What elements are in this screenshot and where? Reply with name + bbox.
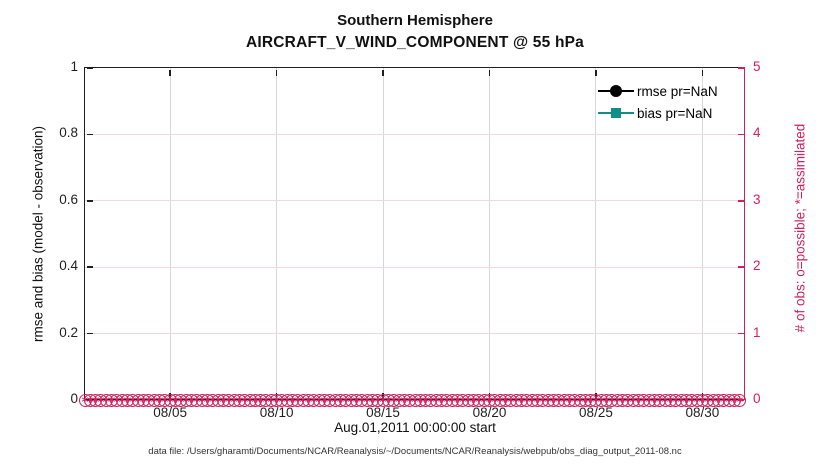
y-axis-tick-right [737, 133, 744, 136]
x-tick-label: 08/20 [472, 405, 507, 420]
gridline-horizontal [85, 200, 745, 202]
y-tick-label-right: 4 [753, 125, 761, 141]
plot-title-variable: AIRCRAFT_V_WIND_COMPONENT @ 55 hPa [246, 34, 584, 51]
y-tick-label-right: 1 [753, 324, 761, 340]
y-tick-label-left: 0.6 [59, 191, 78, 207]
y-tick-label-right: 3 [753, 191, 761, 207]
legend-item-bias: bias pr=NaN [598, 102, 718, 124]
y-axis-tick-left [86, 133, 93, 136]
x-axis-tick-top [169, 69, 171, 76]
x-axis-tick-top [488, 69, 491, 76]
gridline-horizontal [85, 133, 745, 135]
y-axis-label-right: # of obs: o=possible; *=assimilated [792, 123, 808, 333]
legend: rmse pr=NaN bias pr=NaN [598, 80, 718, 124]
obs-assimilated-marker-icon: ∗ [735, 394, 745, 406]
y-axis-tick-right [737, 200, 744, 202]
y-axis-tick-left [86, 67, 93, 69]
y-axis-tick-right [737, 266, 744, 268]
gridline-vertical [595, 68, 597, 400]
x-axis-tick-top [382, 69, 384, 76]
x-tick-label: 08/25 [579, 405, 613, 420]
y-tick-label-right: 2 [753, 258, 761, 274]
y-tick-label-right: 5 [753, 59, 761, 74]
y-axis-tick-left [86, 332, 93, 335]
y-tick-label-left: 0 [70, 391, 78, 406]
y-tick-label-left: 0.2 [59, 324, 78, 340]
x-axis-tick-top [701, 69, 704, 76]
y-tick-label-left: 0.8 [59, 125, 78, 141]
legend-label-rmse: rmse pr=NaN [637, 83, 718, 99]
obs-possible-marker-icon [733, 393, 747, 407]
x-tick-label: 08/15 [366, 405, 400, 420]
x-tick-label: 08/05 [153, 405, 188, 420]
x-axis-tick-top [275, 69, 278, 76]
y-axis-label-left: rmse and bias (model - observation) [30, 125, 46, 343]
y-axis-tick-left [86, 200, 93, 202]
plot-title-region: Southern Hemisphere [337, 12, 493, 29]
legend-label-bias: bias pr=NaN [637, 105, 713, 121]
gridline-vertical [276, 68, 278, 400]
x-tick-label: 08/30 [685, 405, 720, 420]
gridline-vertical [489, 68, 491, 400]
x-tick-label: 08/10 [259, 405, 294, 420]
gridline-horizontal [85, 266, 745, 268]
gridline-horizontal [85, 333, 745, 335]
bias-square-marker-icon [611, 108, 621, 118]
right-axis-line [743, 66, 745, 400]
rmse-line-sample [598, 85, 634, 97]
y-tick-label-right: 0 [753, 391, 761, 406]
gridline-vertical [169, 68, 171, 400]
gridline-vertical [701, 68, 703, 400]
y-tick-label-left: 0.4 [59, 258, 78, 274]
rmse-circle-marker-icon [610, 85, 622, 97]
legend-item-rmse: rmse pr=NaN [598, 80, 718, 102]
y-tick-label-left: 1 [70, 59, 78, 74]
x-axis-label: Aug.01,2011 00:00:00 start [334, 420, 496, 435]
bias-line-sample [598, 108, 634, 118]
y-axis-tick-right [737, 332, 744, 335]
gridline-vertical [382, 68, 384, 400]
x-axis-tick-top [595, 69, 597, 76]
data-file-caption: data file: /Users/gharamti/Documents/NCA… [148, 446, 682, 457]
y-axis-tick-left [86, 266, 93, 268]
y-axis-tick-right [737, 67, 744, 69]
